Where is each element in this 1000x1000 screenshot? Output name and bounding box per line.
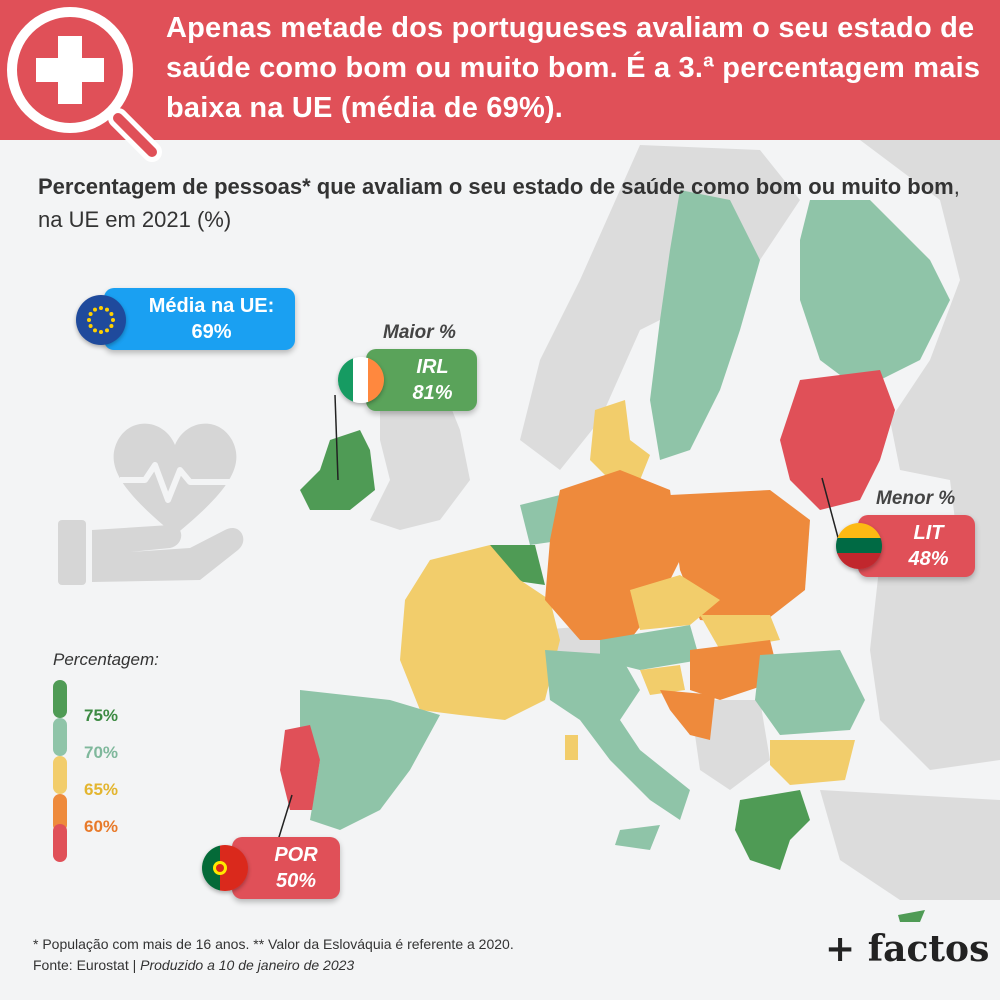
page-title: Apenas metade dos portugueses avaliam o … — [166, 12, 981, 124]
country-romania — [755, 650, 865, 735]
country-slovenia — [640, 665, 685, 695]
footnote: * População com mais de 16 anos. ** Valo… — [33, 934, 514, 976]
country-portugal — [280, 725, 320, 810]
country-denmark — [590, 400, 650, 480]
country-spain — [300, 690, 440, 830]
legend-swatch-3 — [53, 756, 67, 794]
country-sicily — [615, 825, 660, 850]
country-sardinia — [565, 735, 578, 760]
footnote-produced: Produzido a 10 de janeiro de 2023 — [140, 957, 355, 973]
footnote-source-line: Fonte: Eurostat | Produzido a 10 de jane… — [33, 955, 514, 976]
country-france — [400, 545, 560, 720]
header-banner — [0, 0, 1000, 140]
legend-swatch-2 — [53, 718, 67, 756]
ireland-flag-icon — [338, 357, 384, 403]
country-belgium — [490, 545, 545, 585]
ireland-badge: IRL 81% — [366, 349, 477, 411]
ireland-country: IRL — [416, 356, 449, 378]
eu-average-badge: Média na UE: 69% — [104, 288, 295, 350]
eu-average-value: 69% — [191, 321, 232, 343]
ireland-value: 81% — [412, 382, 453, 404]
legend-swatch-1 — [53, 680, 67, 718]
health-search-icon — [7, 7, 162, 162]
subtitle-bold: Percentagem de pessoas* que avaliam o se… — [38, 174, 954, 199]
heart-hand-icon — [58, 423, 244, 585]
legend-label-2: 70% — [84, 743, 119, 762]
legend-swatch-5 — [53, 824, 67, 862]
legend-label-4: 60% — [84, 817, 119, 836]
country-greece — [735, 790, 810, 870]
portugal-country: POR — [274, 844, 318, 866]
country-czechia — [630, 575, 720, 630]
footnote-note: * População com mais de 16 anos. ** Valo… — [33, 936, 514, 952]
portugal-badge: POR 50% — [232, 837, 340, 899]
country-baltics — [780, 370, 895, 510]
portugal-flag-icon — [202, 845, 248, 891]
footnote-source: Fonte: Eurostat | — [33, 957, 141, 973]
lit-callout-line — [821, 477, 841, 546]
legend-title: Percentagem: — [53, 650, 159, 669]
subtitle-rest: , na UE em 2021 (%) — [38, 174, 960, 232]
heartbeat-line — [120, 462, 230, 503]
legend-label-1: 75% — [84, 706, 119, 725]
brand-logo: + factos — [825, 928, 990, 970]
country-bulgaria — [770, 740, 855, 785]
portugal-value: 50% — [275, 870, 317, 892]
country-austria — [600, 625, 700, 670]
highest-label: Maior % — [383, 322, 456, 343]
country-cyprus — [898, 910, 925, 922]
country-finland — [800, 200, 950, 390]
eu-flag-icon — [76, 295, 126, 345]
country-italy — [545, 650, 690, 820]
eu-average-label: Média na UE: — [148, 295, 275, 317]
irl-callout-line — [334, 394, 339, 481]
lithuania-country: LIT — [913, 522, 944, 544]
chart-subtitle: Percentagem de pessoas* que avaliam o se… — [38, 170, 983, 236]
lithuania-value: 48% — [908, 548, 949, 570]
europe-map — [58, 140, 1000, 922]
country-sweden — [650, 190, 760, 460]
legend-label-3: 65% — [84, 780, 119, 799]
legend-swatch-4 — [53, 794, 67, 832]
country-croatia — [660, 690, 715, 740]
lithuania-flag-icon — [836, 523, 882, 569]
lowest-label: Menor % — [876, 488, 956, 509]
